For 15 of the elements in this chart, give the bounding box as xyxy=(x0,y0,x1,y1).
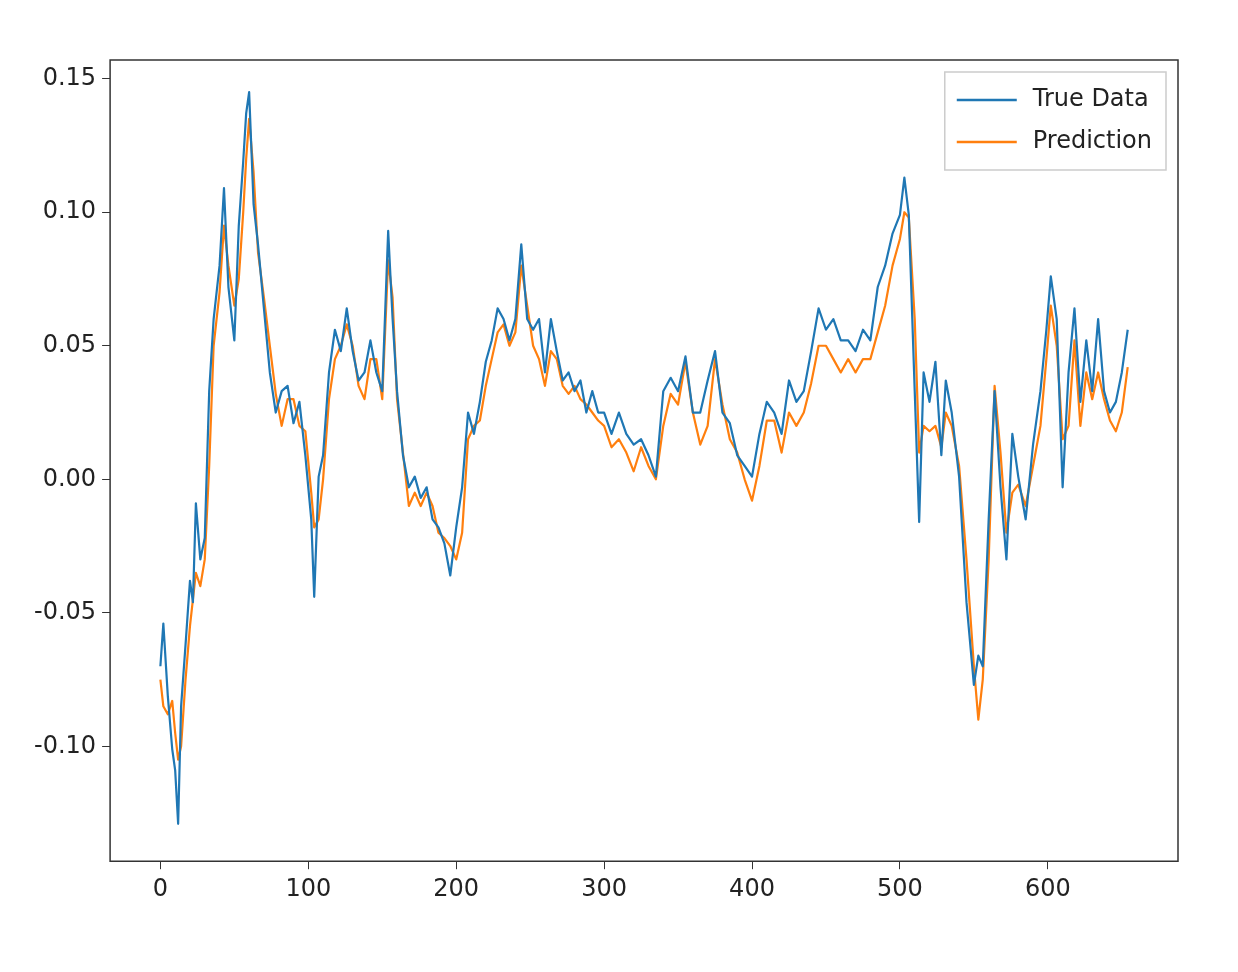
y-tick-label: 0.00 xyxy=(42,463,97,492)
y-tick-label: 0.10 xyxy=(42,196,97,225)
x-tick-label: 0 xyxy=(152,873,169,902)
y-tick-label: 0.15 xyxy=(42,62,97,91)
legend-label: True Data xyxy=(1031,84,1149,113)
x-tick-label: 100 xyxy=(285,873,332,902)
x-tick-label: 300 xyxy=(581,873,628,902)
x-tick-label: 200 xyxy=(433,873,480,902)
legend-label: Prediction xyxy=(1032,126,1153,155)
y-tick-label: 0.05 xyxy=(42,330,97,358)
y-tick-label: -0.10 xyxy=(33,730,97,759)
x-tick-label: 500 xyxy=(877,873,923,902)
x-tick-label: 400 xyxy=(729,873,775,902)
x-tick-label: 600 xyxy=(1024,873,1071,902)
y-tick-label: -0.05 xyxy=(33,597,97,626)
